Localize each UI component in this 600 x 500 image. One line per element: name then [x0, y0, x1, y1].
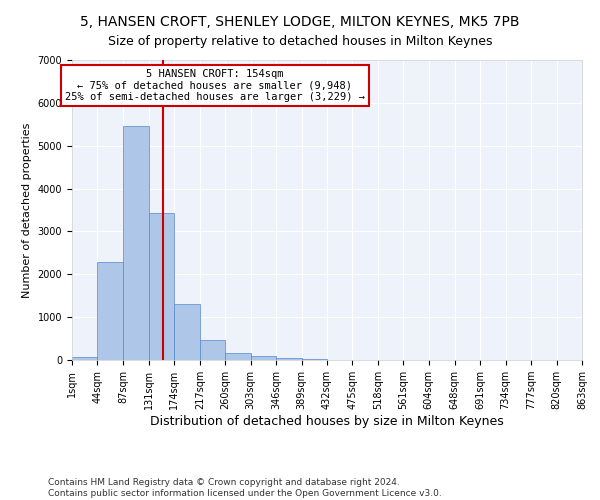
Y-axis label: Number of detached properties: Number of detached properties	[22, 122, 32, 298]
X-axis label: Distribution of detached houses by size in Milton Keynes: Distribution of detached houses by size …	[150, 415, 504, 428]
Text: 5 HANSEN CROFT: 154sqm
← 75% of detached houses are smaller (9,948)
25% of semi-: 5 HANSEN CROFT: 154sqm ← 75% of detached…	[65, 69, 365, 102]
Bar	[302, 358, 327, 360]
Bar	[97, 262, 123, 360]
Bar	[175, 304, 200, 360]
Text: 5, HANSEN CROFT, SHENLEY LODGE, MILTON KEYNES, MK5 7PB: 5, HANSEN CROFT, SHENLEY LODGE, MILTON K…	[80, 15, 520, 29]
Bar	[251, 356, 276, 360]
Bar	[200, 340, 225, 360]
Bar	[225, 353, 251, 360]
Bar	[149, 212, 175, 360]
Bar	[276, 358, 302, 360]
Text: Contains HM Land Registry data © Crown copyright and database right 2024.
Contai: Contains HM Land Registry data © Crown c…	[48, 478, 442, 498]
Bar	[72, 357, 97, 360]
Text: Size of property relative to detached houses in Milton Keynes: Size of property relative to detached ho…	[108, 35, 492, 48]
Bar	[123, 126, 149, 360]
